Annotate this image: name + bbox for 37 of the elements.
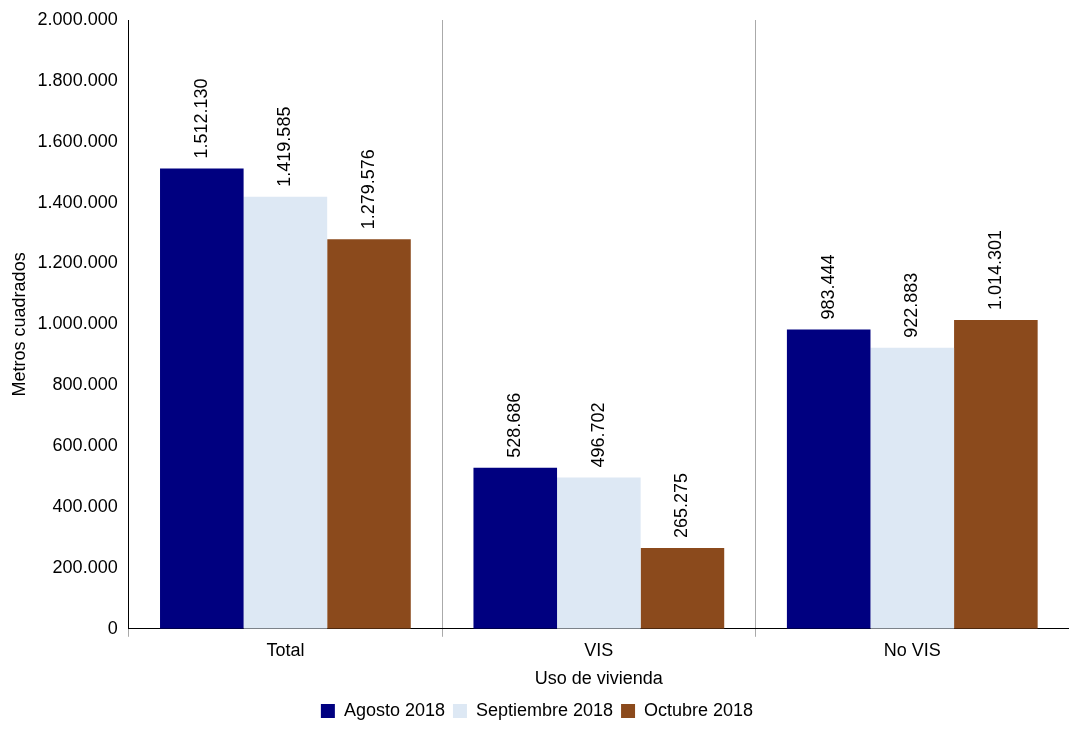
data-label: 922.883 bbox=[901, 272, 922, 338]
data-label: 496.702 bbox=[587, 402, 608, 468]
bar bbox=[640, 548, 725, 629]
legend-label: Septiembre 2018 bbox=[475, 699, 614, 720]
bar bbox=[786, 329, 871, 629]
bar bbox=[243, 196, 328, 629]
y-tick-label: 2.000.000 bbox=[37, 8, 118, 29]
y-tick-label: 1.400.000 bbox=[37, 191, 118, 212]
y-tick-label: 1.200.000 bbox=[37, 252, 118, 273]
y-tick-label: 400.000 bbox=[52, 496, 118, 517]
y-tick-label: 600.000 bbox=[52, 435, 118, 456]
y-tick-label: 1.800.000 bbox=[37, 69, 118, 90]
y-tick-label: 1.000.000 bbox=[37, 313, 118, 334]
data-label: 528.686 bbox=[504, 392, 525, 458]
data-label: 265.275 bbox=[671, 472, 692, 539]
y-tick-label: 1.600.000 bbox=[37, 130, 118, 151]
bar bbox=[160, 168, 244, 629]
legend-label: Agosto 2018 bbox=[343, 699, 445, 720]
bar bbox=[954, 320, 1038, 629]
x-tick-label: Total bbox=[266, 639, 305, 660]
y-tick-label: 200.000 bbox=[52, 556, 118, 577]
bar bbox=[327, 239, 411, 629]
x-axis-title: Uso de vivienda bbox=[534, 668, 664, 689]
data-label: 1.419.585 bbox=[274, 106, 295, 187]
x-tick-label: No VIS bbox=[883, 639, 941, 660]
bar bbox=[557, 477, 641, 629]
bar bbox=[870, 347, 955, 629]
data-label: 1.279.576 bbox=[357, 149, 378, 230]
y-tick-label: 0 bbox=[107, 617, 118, 638]
legend-label: Octubre 2018 bbox=[644, 699, 754, 720]
y-tick-label: 800.000 bbox=[52, 374, 118, 395]
data-label: 1.014.301 bbox=[984, 229, 1005, 311]
x-tick-label: VIS bbox=[584, 639, 614, 660]
data-label: 1.512.130 bbox=[190, 78, 211, 159]
data-label: 983.444 bbox=[817, 254, 838, 320]
bar bbox=[473, 467, 558, 629]
y-axis-title: Metros cuadrados bbox=[8, 252, 29, 397]
